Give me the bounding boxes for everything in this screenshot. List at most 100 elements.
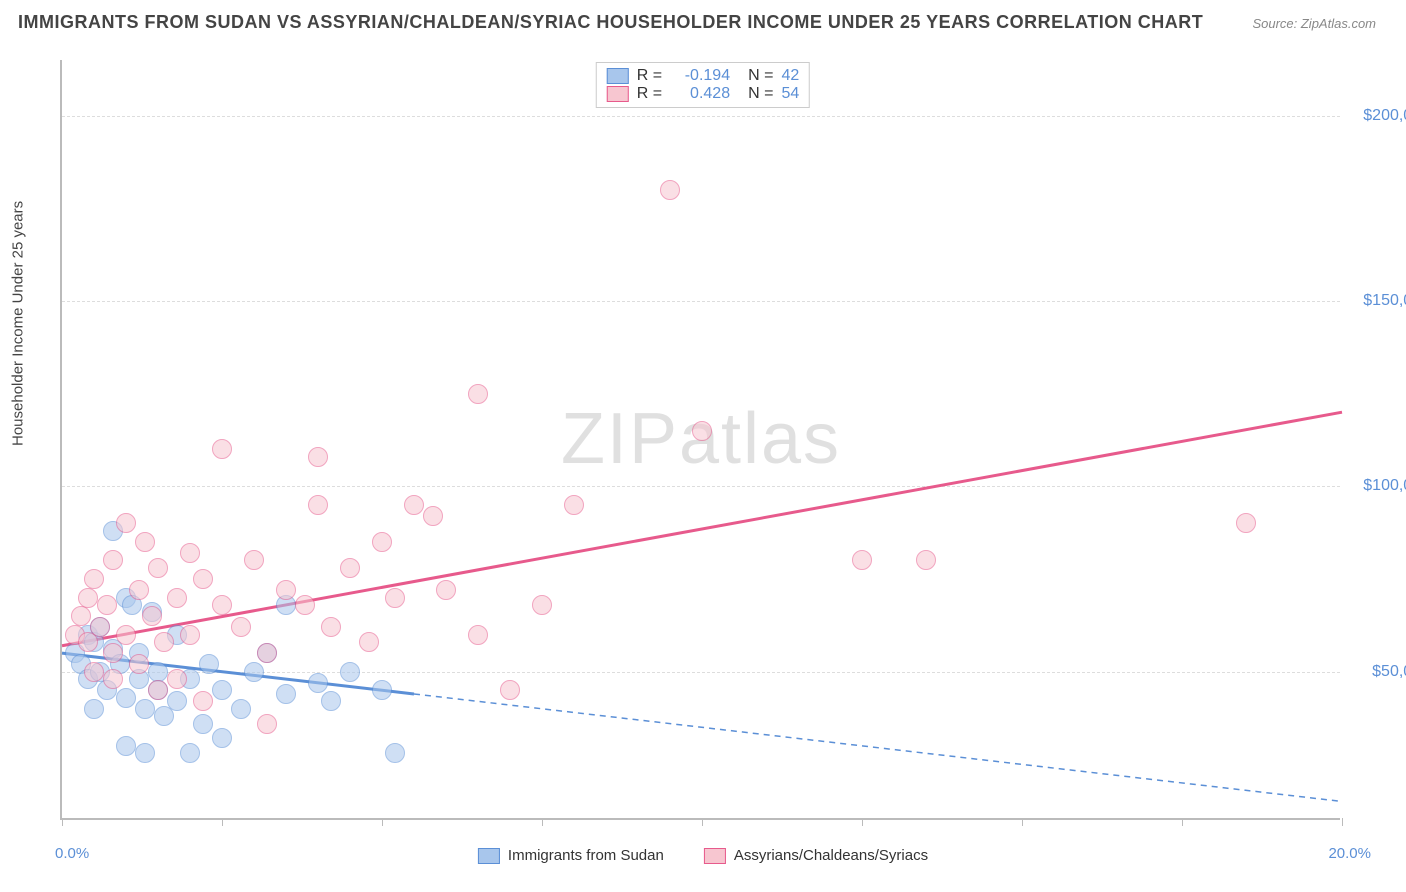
data-point (308, 495, 328, 515)
r-label: R = (637, 85, 662, 103)
data-point (436, 580, 456, 600)
data-point (78, 588, 98, 608)
n-value: 42 (781, 67, 799, 85)
data-point (231, 699, 251, 719)
legend-item: Immigrants from Sudan (478, 847, 664, 864)
data-point (308, 673, 328, 693)
x-axis-max-label: 20.0% (1328, 845, 1371, 862)
data-point (135, 532, 155, 552)
n-label: N = (748, 67, 773, 85)
data-point (244, 550, 264, 570)
data-point (276, 684, 296, 704)
data-point (308, 447, 328, 467)
data-point (116, 513, 136, 533)
data-point (321, 617, 341, 637)
data-point (84, 569, 104, 589)
data-point (148, 662, 168, 682)
data-point (148, 558, 168, 578)
trend-line-extrapolated (414, 694, 1342, 802)
data-point (340, 558, 360, 578)
data-point (167, 588, 187, 608)
legend-swatch (478, 848, 500, 864)
data-point (129, 580, 149, 600)
data-point (180, 743, 200, 763)
trend-line (62, 412, 1342, 646)
data-point (116, 736, 136, 756)
data-point (660, 180, 680, 200)
data-point (257, 643, 277, 663)
data-point (199, 654, 219, 674)
x-axis-min-label: 0.0% (55, 845, 89, 862)
data-point (212, 595, 232, 615)
data-point (142, 606, 162, 626)
legend-item: Assyrians/Chaldeans/Syriacs (704, 847, 928, 864)
data-point (193, 691, 213, 711)
data-point (385, 743, 405, 763)
legend-row: R = -0.194 N = 42 (607, 67, 799, 85)
r-value: -0.194 (670, 67, 730, 85)
data-point (116, 688, 136, 708)
legend-row: R = 0.428 N = 54 (607, 85, 799, 103)
data-point (295, 595, 315, 615)
r-label: R = (637, 67, 662, 85)
y-tick-label: $150,000 (1350, 292, 1406, 310)
legend-label: Assyrians/Chaldeans/Syriacs (734, 847, 928, 864)
data-point (500, 680, 520, 700)
source-attribution: Source: ZipAtlas.com (1252, 16, 1376, 31)
data-point (90, 617, 110, 637)
x-tick (1342, 818, 1343, 826)
data-point (532, 595, 552, 615)
data-point (84, 699, 104, 719)
data-point (129, 654, 149, 674)
legend-swatch (607, 68, 629, 84)
data-point (167, 669, 187, 689)
data-point (468, 384, 488, 404)
data-point (135, 699, 155, 719)
data-point (359, 632, 379, 652)
data-point (231, 617, 251, 637)
data-point (692, 421, 712, 441)
data-point (468, 625, 488, 645)
data-point (276, 580, 296, 600)
legend-series: Immigrants from Sudan Assyrians/Chaldeans… (478, 847, 928, 864)
n-label: N = (748, 85, 773, 103)
data-point (423, 506, 443, 526)
chart-title: IMMIGRANTS FROM SUDAN VS ASSYRIAN/CHALDE… (18, 12, 1203, 33)
y-tick-label: $50,000 (1350, 663, 1406, 681)
data-point (103, 643, 123, 663)
data-point (212, 728, 232, 748)
data-point (135, 743, 155, 763)
y-tick-label: $200,000 (1350, 107, 1406, 125)
legend-correlation: R = -0.194 N = 42 R = 0.428 N = 54 (596, 62, 810, 108)
data-point (180, 543, 200, 563)
data-point (1236, 513, 1256, 533)
data-point (372, 532, 392, 552)
data-point (71, 606, 91, 626)
data-point (212, 439, 232, 459)
data-point (148, 680, 168, 700)
data-point (372, 680, 392, 700)
data-point (244, 662, 264, 682)
n-value: 54 (781, 85, 799, 103)
data-point (103, 550, 123, 570)
data-point (97, 595, 117, 615)
data-point (340, 662, 360, 682)
data-point (193, 569, 213, 589)
data-point (385, 588, 405, 608)
y-tick-label: $100,000 (1350, 477, 1406, 495)
legend-swatch (607, 86, 629, 102)
data-point (852, 550, 872, 570)
legend-swatch (704, 848, 726, 864)
r-value: 0.428 (670, 85, 730, 103)
data-point (103, 669, 123, 689)
data-point (154, 632, 174, 652)
data-point (180, 625, 200, 645)
data-point (116, 625, 136, 645)
legend-label: Immigrants from Sudan (508, 847, 664, 864)
data-point (321, 691, 341, 711)
data-point (193, 714, 213, 734)
plot-area: ZIPatlas $50,000$100,000$150,000$200,000 (60, 60, 1340, 820)
data-point (564, 495, 584, 515)
data-point (916, 550, 936, 570)
data-point (84, 662, 104, 682)
